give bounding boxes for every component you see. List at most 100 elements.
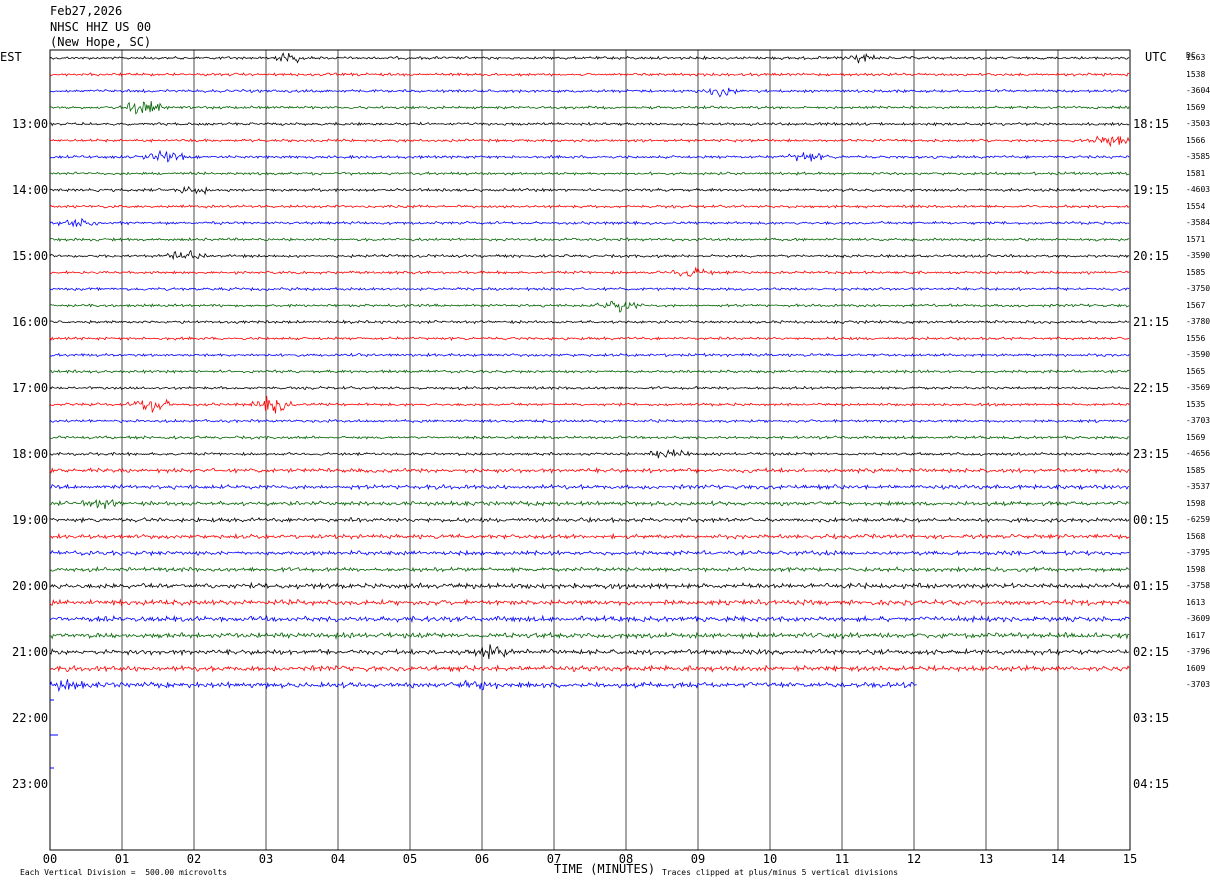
- trace-row: [49, 249, 1130, 261]
- dc-value: -6259: [1186, 515, 1210, 524]
- trace-row: [49, 498, 1130, 510]
- dc-value: -3585: [1186, 152, 1210, 161]
- dc-label: DC: [1186, 51, 1196, 60]
- left-hour-label: 18:00: [12, 447, 49, 461]
- traces: [49, 52, 1130, 769]
- left-hour-label: 20:00: [12, 579, 49, 593]
- x-tick-label: 07: [547, 852, 561, 866]
- trace-row: [49, 679, 917, 693]
- left-hour-label: 19:00: [12, 513, 49, 527]
- x-tick-label: 06: [475, 852, 489, 866]
- trace-row: [49, 385, 1130, 391]
- right-hour-label: 03:15: [1133, 711, 1170, 725]
- dc-value: -3795: [1186, 548, 1210, 557]
- dc-value: 1571: [1186, 234, 1206, 244]
- location-label: (New Hope, SC): [50, 35, 152, 49]
- dc-value: 1585: [1186, 267, 1206, 277]
- trace-row: [49, 449, 1130, 459]
- dc-value: -3604: [1186, 86, 1210, 95]
- dc-value: 1568: [1186, 531, 1206, 541]
- dc-value: -3537: [1186, 482, 1210, 491]
- trace-row: [49, 352, 1130, 358]
- trace-row: [49, 121, 1130, 127]
- right-hour-label: 23:15: [1133, 447, 1170, 461]
- dc-value: 1569: [1186, 432, 1206, 442]
- trace-row: [49, 185, 1130, 196]
- dc-value: -4656: [1186, 449, 1210, 458]
- dc-value: 1556: [1186, 333, 1206, 343]
- trace-row: [49, 266, 1130, 277]
- trace-row: [49, 72, 1130, 77]
- trace-row: [49, 52, 1130, 64]
- right-hour-label: 19:15: [1133, 183, 1170, 197]
- trace-row: [49, 101, 1130, 115]
- trace-row: [49, 300, 1130, 313]
- trace-row: [49, 598, 1130, 607]
- dc-value: -3503: [1186, 119, 1210, 128]
- right-hour-label: 02:15: [1133, 645, 1170, 659]
- dc-value: -3590: [1186, 350, 1210, 359]
- x-tick-label: 05: [403, 852, 417, 866]
- trace-row: [49, 483, 1130, 491]
- trace-row: [49, 395, 1130, 414]
- trace-row: [49, 466, 1130, 475]
- trace-row: [49, 532, 1130, 541]
- left-hour-label: 23:00: [12, 777, 49, 791]
- trace-row: [49, 319, 1130, 325]
- right-hour-label: 20:15: [1133, 249, 1170, 263]
- trace-row: [49, 87, 1130, 98]
- trace-row: [49, 336, 1130, 342]
- trace-row: [49, 217, 1130, 228]
- dc-value: -3796: [1186, 647, 1210, 656]
- trace-row: [49, 549, 1130, 557]
- trace-row: [49, 286, 1130, 292]
- dc-value: 1598: [1186, 498, 1206, 508]
- x-tick-label: 11: [835, 852, 849, 866]
- trace-row: [49, 664, 1130, 673]
- dc-value: 1598: [1186, 564, 1206, 574]
- trace-row: [49, 237, 1130, 242]
- dc-value: 1554: [1186, 201, 1206, 211]
- trace-row: [49, 171, 1130, 176]
- dc-value: -3584: [1186, 218, 1210, 227]
- right-hour-label: 00:15: [1133, 513, 1170, 527]
- left-hour-label: 17:00: [12, 381, 49, 395]
- dc-value: 1566: [1186, 135, 1206, 145]
- left-hour-label: 14:00: [12, 183, 49, 197]
- right-hour-label: 21:15: [1133, 315, 1170, 329]
- trace-row: [49, 135, 1130, 148]
- date-label: Feb27,2026: [50, 4, 123, 18]
- trace-row: [49, 204, 1130, 209]
- dc-value: -3750: [1186, 284, 1210, 293]
- left-hour-label: 22:00: [12, 711, 49, 725]
- trace-row: [49, 434, 1130, 440]
- x-tick-label: 02: [187, 852, 201, 866]
- x-tick-label: 01: [115, 852, 129, 866]
- right-hour-label: 04:15: [1133, 777, 1170, 791]
- x-tick-label: 09: [691, 852, 705, 866]
- dc-value: 1567: [1186, 300, 1206, 310]
- trace-row: [49, 149, 1130, 163]
- right-hour-label: 22:15: [1133, 381, 1170, 395]
- dc-value: 1565: [1186, 366, 1206, 376]
- trace-row: [49, 418, 1130, 424]
- dc-value: -4603: [1186, 185, 1210, 194]
- grid: [49, 49, 1131, 851]
- dc-value: 1617: [1186, 630, 1206, 640]
- dc-value: -3703: [1186, 416, 1210, 425]
- left-hour-label: 13:00: [12, 117, 49, 131]
- x-tick-label: 14: [1051, 852, 1065, 866]
- scale-note: Each Vertical Division = 500.00 microvol…: [20, 868, 228, 877]
- x-tick-label: 12: [907, 852, 921, 866]
- trace-row: [49, 369, 1130, 374]
- x-axis-title: TIME (MINUTES): [554, 862, 656, 876]
- trace-row: [49, 565, 1130, 574]
- dc-value: 1613: [1186, 597, 1206, 607]
- right-timezone-label: UTC: [1145, 50, 1167, 64]
- x-tick-label: 10: [763, 852, 777, 866]
- dc-value: -3758: [1186, 581, 1210, 590]
- right-hour-label: 01:15: [1133, 579, 1170, 593]
- dc-value: 1569: [1186, 102, 1206, 112]
- dc-value: -3569: [1186, 383, 1210, 392]
- x-tick-label: 15: [1123, 852, 1137, 866]
